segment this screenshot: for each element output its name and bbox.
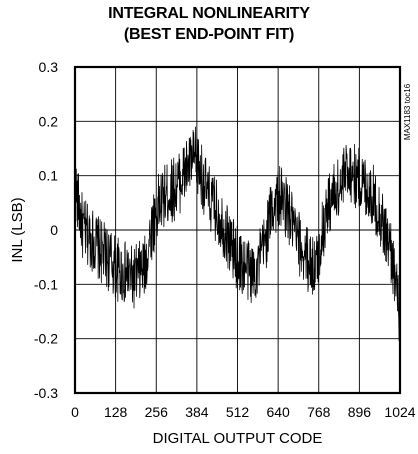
y-tick-label: 0.3 <box>39 59 59 75</box>
x-tick-label: 384 <box>185 404 209 420</box>
x-tick-label: 128 <box>104 404 128 420</box>
x-tick-label: 512 <box>226 404 250 420</box>
y-tick-label: 0.2 <box>39 113 59 129</box>
y-tick-labels: 0.3 0.2 0.1 0 -0.1 -0.2 -0.3 <box>34 59 58 401</box>
plot-frame <box>73 65 402 395</box>
figure-note: MAX1183 toc16 <box>403 83 412 140</box>
y-tick-label: -0.3 <box>34 385 58 401</box>
x-tick-label: 256 <box>145 404 169 420</box>
series-line <box>74 126 401 342</box>
x-tick-label: 0 <box>71 404 79 420</box>
x-tick-labels: 0 128 256 384 512 640 768 896 1024 <box>71 404 416 420</box>
x-tick-label: 1024 <box>384 404 415 420</box>
x-axis-label: DIGITAL OUTPUT CODE <box>153 430 323 447</box>
x-tick-label: 896 <box>348 404 372 420</box>
chart-subtitle: (BEST END-POINT FIT) <box>123 26 295 43</box>
x-tick-label: 640 <box>266 404 290 420</box>
y-tick-label: -0.1 <box>34 276 58 292</box>
y-tick-label: -0.2 <box>34 331 58 347</box>
chart-title: INTEGRAL NONLINEARITY <box>108 5 310 22</box>
x-tick-label: 768 <box>307 404 331 420</box>
y-tick-label: 0.1 <box>39 168 59 184</box>
y-axis-label: INL (LSB) <box>9 197 26 262</box>
y-tick-label: 0 <box>50 222 58 238</box>
